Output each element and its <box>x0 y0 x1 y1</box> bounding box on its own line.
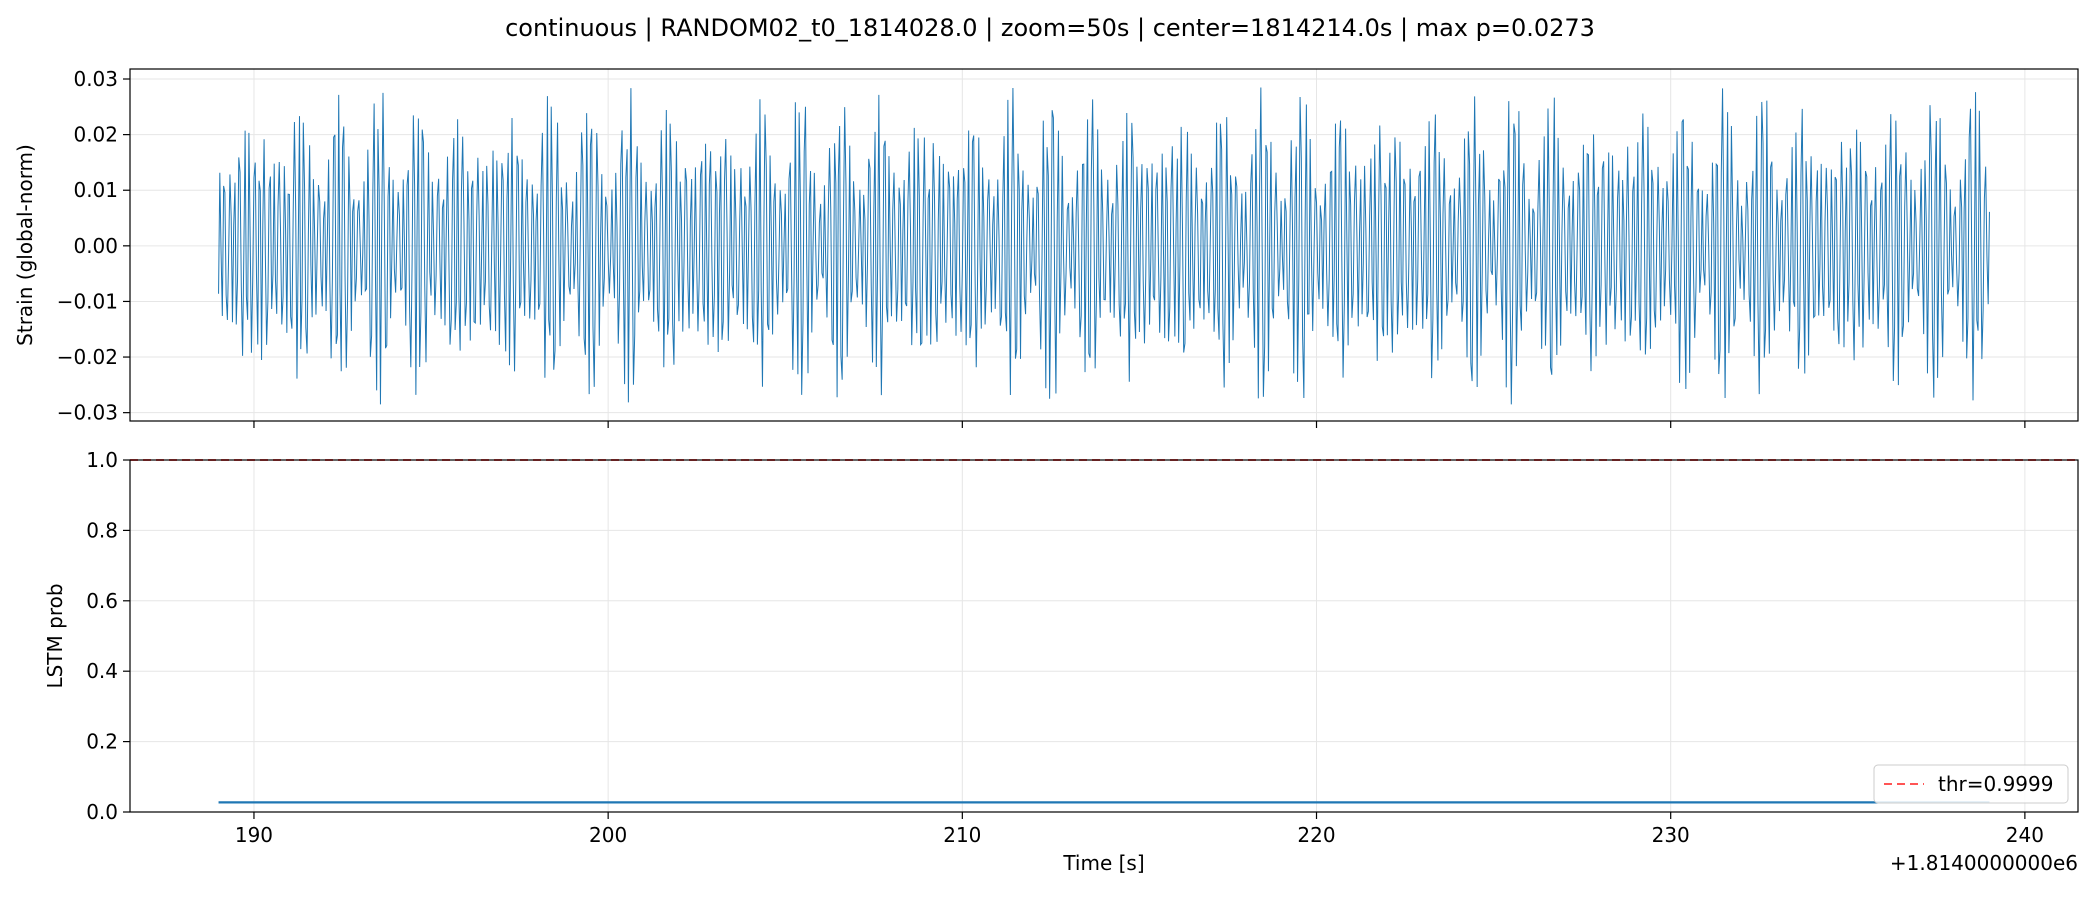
prob-xtick-label: 240 <box>2006 823 2044 847</box>
prob-xlabel: Time [s] <box>1062 851 1144 875</box>
prob-ytick-label: 0.0 <box>86 800 118 824</box>
prob-xtick-label: 230 <box>1652 823 1690 847</box>
strain-ylabel: Strain (global-norm) <box>13 144 37 346</box>
strain-ytick-label: −0.02 <box>57 345 118 369</box>
strain-xticks <box>253 421 2026 428</box>
legend-entry-threshold: thr=0.9999 <box>1938 772 2053 796</box>
strain-ytick-label: 0.01 <box>73 178 118 202</box>
strain-axes-frame <box>129 68 2079 422</box>
prob-ytick-label: 0.6 <box>86 589 118 613</box>
prob-xtick-label: 210 <box>943 823 981 847</box>
strain-ytick-label: 0.00 <box>73 234 118 258</box>
prob-axes-frame <box>129 459 2079 813</box>
figure-title: continuous | RANDOM02_t0_1814028.0 | zoo… <box>505 14 1595 42</box>
prob-ytick-label: 0.4 <box>86 659 118 683</box>
strain-axes: −0.03 −0.02 −0.01 0.00 0.01 0.02 0.03 Strain (… <box>13 67 2079 428</box>
prob-xtick-label: 220 <box>1297 823 1335 847</box>
strain-series <box>218 87 1990 405</box>
prob-ylabel: LSTM prob <box>43 583 67 688</box>
strain-grid <box>130 69 2078 421</box>
x-offset-label: +1.8140000000e6 <box>1890 851 2078 875</box>
prob-ytick-label: 0.8 <box>86 518 118 542</box>
strain-line <box>218 87 1990 405</box>
strain-ytick-label: −0.03 <box>57 401 118 425</box>
prob-ytick-label: 1.0 <box>86 448 118 472</box>
prob-yticks: 0.0 0.2 0.4 0.6 0.8 1.0 <box>86 448 130 824</box>
legend-box <box>1873 764 2069 804</box>
strain-ytick-label: −0.01 <box>57 289 118 313</box>
prob-xtick-label: 190 <box>235 823 273 847</box>
strain-yticks: −0.03 −0.02 −0.01 0.00 0.01 0.02 0.03 <box>57 67 130 425</box>
prob-ytick-label: 0.2 <box>86 730 118 754</box>
prob-axes: 190 200 210 220 230 240 0.0 0.2 0.4 0.6 0.8 1.0 LS… <box>43 448 2079 875</box>
prob-xticks: 190 200 210 220 230 240 <box>235 812 2044 847</box>
legend: thr=0.9999 <box>1873 764 2069 804</box>
prob-xtick-label: 200 <box>589 823 627 847</box>
prob-grid <box>130 459 2078 813</box>
strain-ytick-label: 0.02 <box>73 123 118 147</box>
strain-ytick-label: 0.03 <box>73 67 118 91</box>
